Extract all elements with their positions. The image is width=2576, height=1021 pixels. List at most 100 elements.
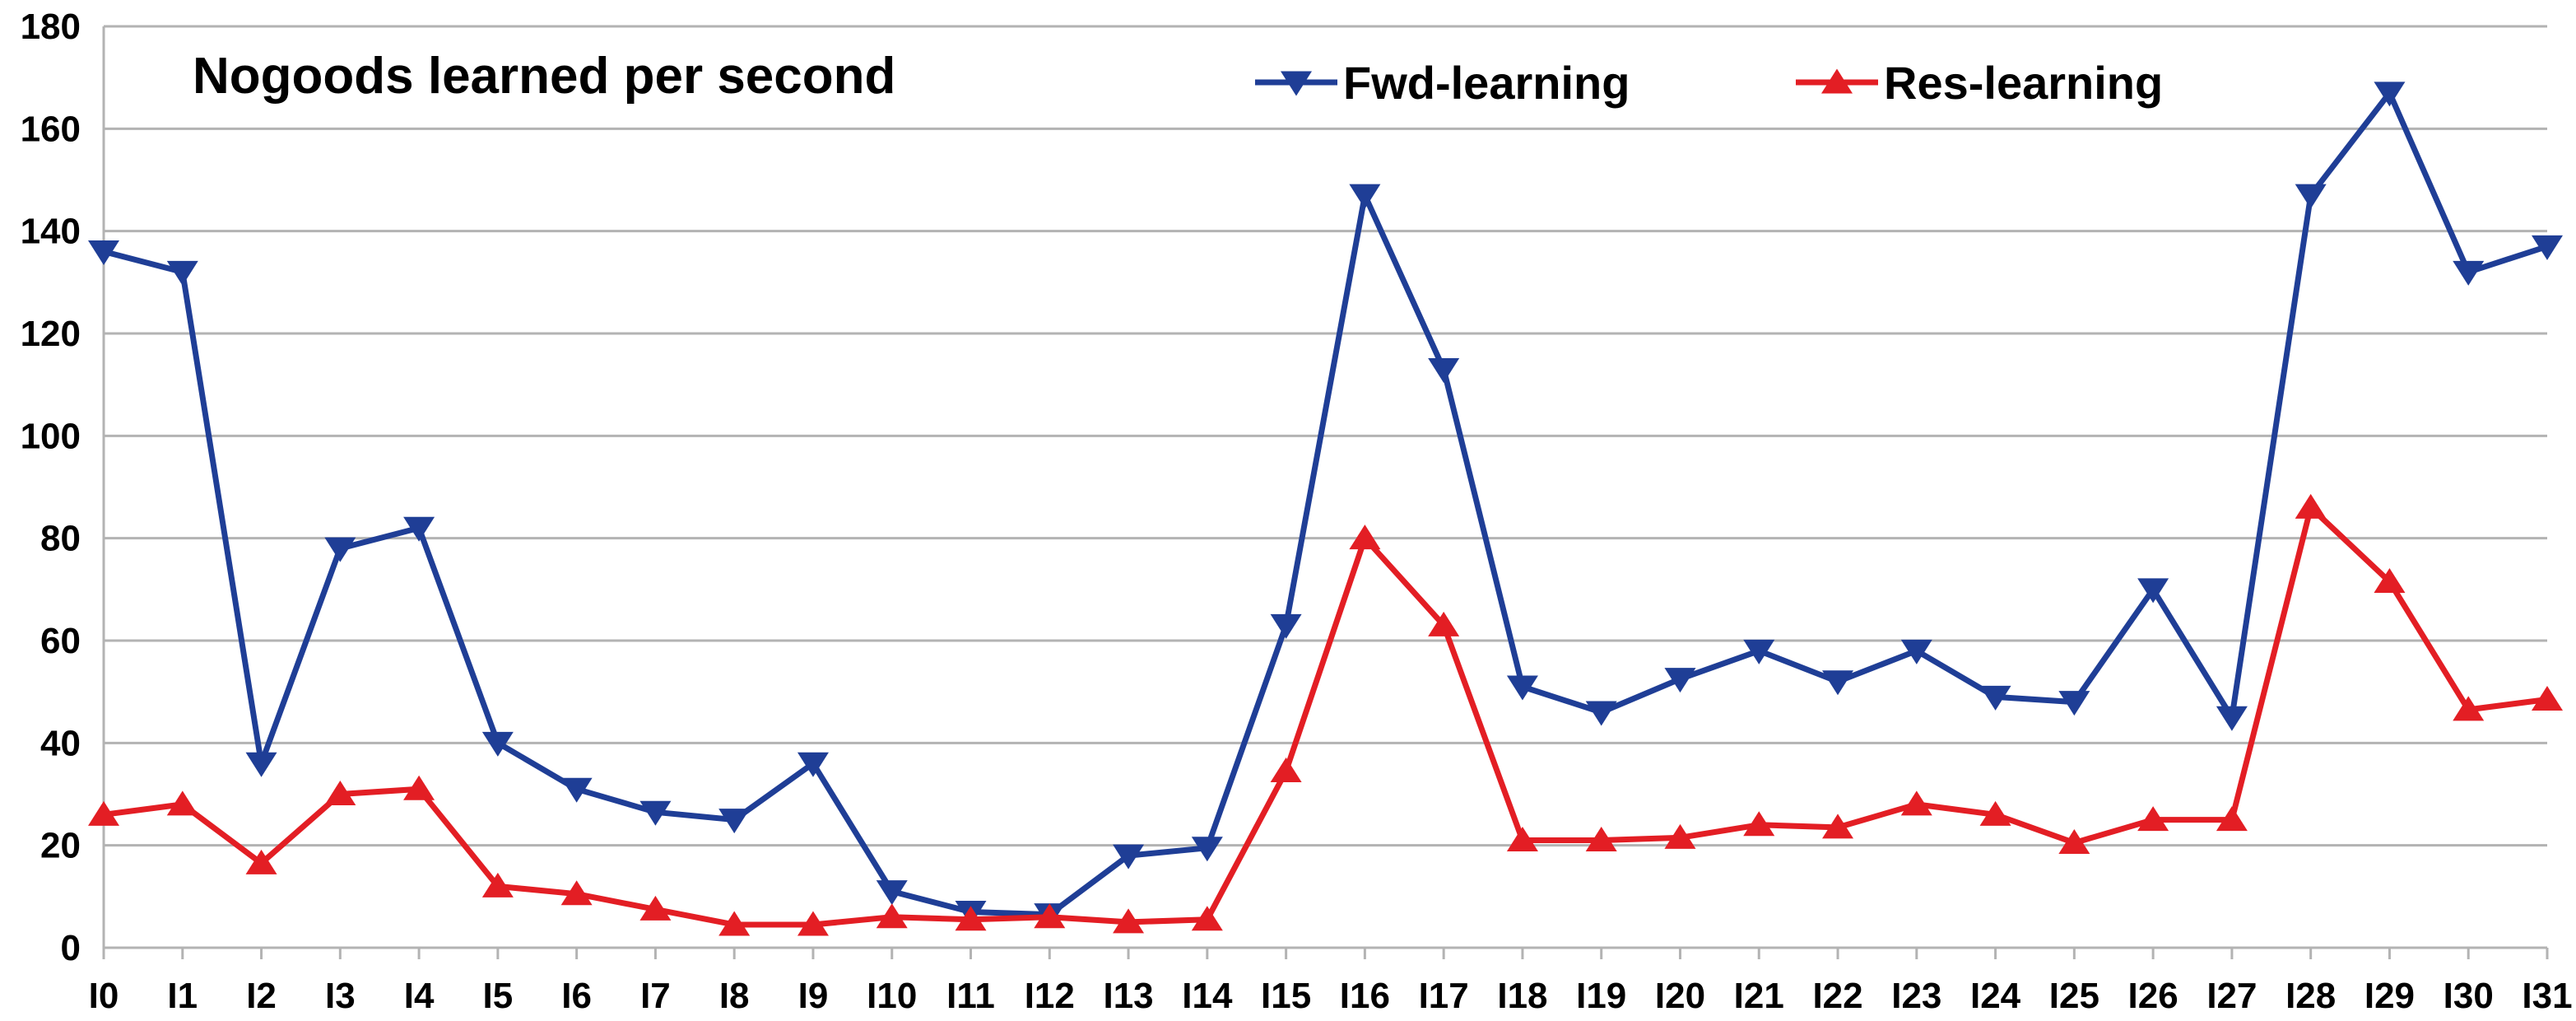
x-tick-label-i25: I25 xyxy=(2049,976,2099,1016)
point-res-learning-i10 xyxy=(876,903,908,929)
x-tick-label-i4: I4 xyxy=(404,976,435,1016)
point-fwd-learning-i9 xyxy=(797,752,829,777)
point-res-learning-i20 xyxy=(1664,823,1696,849)
x-tick-label-i16: I16 xyxy=(1340,976,1390,1016)
x-tick-label-i17: I17 xyxy=(1419,976,1469,1016)
point-res-learning-i27 xyxy=(2216,806,2248,832)
point-res-learning-i4 xyxy=(403,775,435,800)
x-tick-label-i29: I29 xyxy=(2364,976,2415,1016)
point-fwd-learning-i3 xyxy=(324,537,356,562)
point-fwd-learning-i16 xyxy=(1349,184,1381,209)
x-tick-label-i8: I8 xyxy=(719,976,750,1016)
point-res-learning-i31 xyxy=(2532,685,2563,711)
point-fwd-learning-i13 xyxy=(1113,844,1145,869)
point-res-learning-i1 xyxy=(166,790,198,816)
point-fwd-learning-i26 xyxy=(2137,578,2169,604)
legend-entry-fwd-learning: Fwd-learning xyxy=(1255,57,1630,109)
point-fwd-learning-i8 xyxy=(718,809,751,834)
y-tick-label-0: 0 xyxy=(61,928,81,968)
point-fwd-learning-i23 xyxy=(1900,639,1932,664)
x-tick-label-i9: I9 xyxy=(798,976,829,1016)
y-tick-label-140: 140 xyxy=(21,212,81,252)
point-fwd-learning-i20 xyxy=(1664,668,1696,693)
point-res-learning-i18 xyxy=(1506,826,1538,851)
point-res-learning-i12 xyxy=(1034,903,1066,929)
legend-marker-res-learning xyxy=(1821,68,1853,94)
point-res-learning-i21 xyxy=(1743,811,1775,837)
x-tick-label-i6: I6 xyxy=(561,976,592,1016)
point-res-learning-i24 xyxy=(1979,800,2011,826)
data-series xyxy=(88,82,2563,936)
point-res-learning-i23 xyxy=(1900,790,1932,816)
point-fwd-learning-i0 xyxy=(88,240,119,266)
x-tick-label-i15: I15 xyxy=(1261,976,1311,1016)
x-tick-label-i13: I13 xyxy=(1103,976,1153,1016)
x-tick-label-i22: I22 xyxy=(1812,976,1862,1016)
point-fwd-learning-i30 xyxy=(2453,260,2485,286)
legend-label-res-learning: Res-learning xyxy=(1884,57,2163,109)
x-tick-label-i12: I12 xyxy=(1025,976,1075,1016)
point-res-learning-i22 xyxy=(1822,814,1854,839)
x-tick-label-i2: I2 xyxy=(246,976,277,1016)
series-res-learning xyxy=(88,493,2563,936)
point-fwd-learning-i6 xyxy=(560,777,593,803)
y-tick-label-20: 20 xyxy=(40,826,81,866)
x-tick-label-i3: I3 xyxy=(325,976,356,1016)
y-tick-label-160: 160 xyxy=(21,109,81,149)
legend-marker-fwd-learning xyxy=(1281,71,1312,96)
x-tick-label-i0: I0 xyxy=(89,976,119,1016)
point-fwd-learning-i18 xyxy=(1506,675,1538,701)
point-res-learning-i25 xyxy=(2058,829,2090,855)
point-res-learning-i28 xyxy=(2295,493,2327,519)
point-fwd-learning-i17 xyxy=(1428,358,1460,384)
legend-label-fwd-learning: Fwd-learning xyxy=(1343,57,1630,109)
point-res-learning-i16 xyxy=(1349,524,1381,550)
y-tick-label-120: 120 xyxy=(21,314,81,354)
y-tick-label-60: 60 xyxy=(40,621,81,661)
point-res-learning-i29 xyxy=(2374,568,2406,594)
y-tick-label-40: 40 xyxy=(40,723,81,763)
legend: Fwd-learning Res-learning xyxy=(1255,57,2163,109)
point-res-learning-i7 xyxy=(639,895,672,921)
x-tick-label-i7: I7 xyxy=(640,976,671,1016)
point-fwd-learning-i10 xyxy=(876,880,908,906)
point-res-learning-i5 xyxy=(481,872,514,897)
y-tick-label-100: 100 xyxy=(21,416,81,456)
point-fwd-learning-i28 xyxy=(2295,184,2327,209)
x-tick-label-i30: I30 xyxy=(2443,976,2494,1016)
point-res-learning-i0 xyxy=(88,800,119,826)
point-res-learning-i6 xyxy=(560,880,593,906)
x-tick-label-i1: I1 xyxy=(167,976,198,1016)
x-tick-label-i10: I10 xyxy=(867,976,917,1016)
point-fwd-learning-i29 xyxy=(2374,82,2406,107)
chart-title: Nogoods learned per second xyxy=(193,48,895,105)
point-fwd-learning-i24 xyxy=(1979,685,2011,711)
point-fwd-learning-i2 xyxy=(245,752,277,777)
point-fwd-learning-i25 xyxy=(2058,691,2090,716)
x-axis-tick-labels: I0 I1 I2 I3 I4 I5 I6 I7 I8 I9 I10 I11 I12 I13 I14 I15 I1… xyxy=(89,976,2573,1016)
x-tick-label-i18: I18 xyxy=(1497,976,1547,1016)
point-fwd-learning-i27 xyxy=(2216,706,2248,731)
point-fwd-learning-i1 xyxy=(166,260,198,286)
x-tick-label-i11: I11 xyxy=(946,976,995,1016)
point-fwd-learning-i21 xyxy=(1743,639,1775,664)
point-res-learning-i19 xyxy=(1585,826,1617,851)
point-res-learning-i26 xyxy=(2137,806,2169,832)
point-res-learning-i17 xyxy=(1428,611,1460,636)
x-tick-label-i5: I5 xyxy=(483,976,514,1016)
point-fwd-learning-i5 xyxy=(481,731,514,757)
point-res-learning-i9 xyxy=(797,911,829,936)
gridlines xyxy=(102,25,2549,959)
point-fwd-learning-i22 xyxy=(1822,670,1854,696)
y-axis-tick-labels: 0 20 40 60 80 100 120 140 160 180 xyxy=(21,7,81,968)
point-fwd-learning-i31 xyxy=(2532,235,2563,260)
point-fwd-learning-i14 xyxy=(1191,837,1223,862)
point-res-learning-i11 xyxy=(955,906,987,931)
x-tick-label-i24: I24 xyxy=(1970,976,2021,1016)
x-tick-label-i26: I26 xyxy=(2128,976,2178,1016)
x-tick-label-i27: I27 xyxy=(2206,976,2257,1016)
point-res-learning-i15 xyxy=(1270,758,1302,783)
point-fwd-learning-i15 xyxy=(1270,613,1302,639)
point-res-learning-i2 xyxy=(245,849,277,874)
